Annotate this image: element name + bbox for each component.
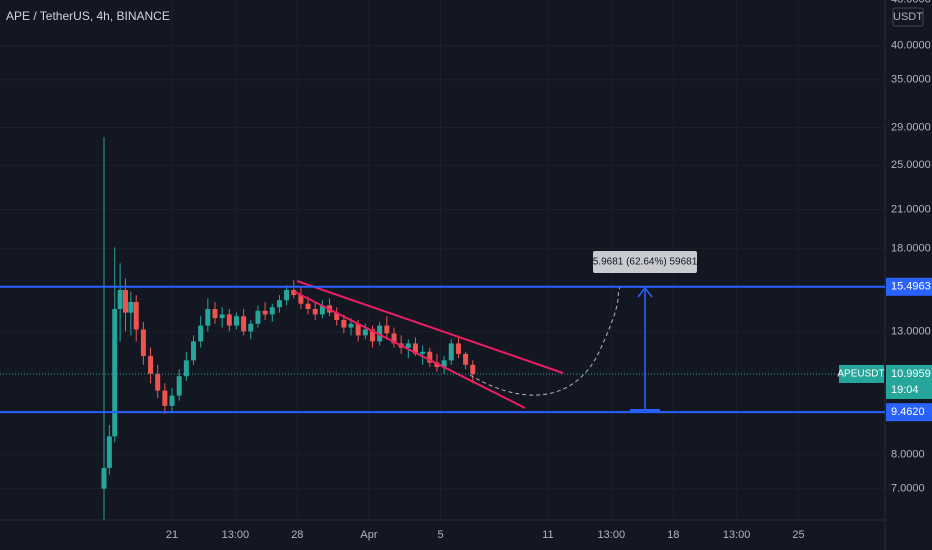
candle-body xyxy=(448,343,454,361)
candle-body xyxy=(384,325,390,334)
x-tick-label: 18 xyxy=(667,529,679,541)
candle-body xyxy=(133,301,139,330)
y-tick-label: 18.0000 xyxy=(891,243,931,255)
level-label-box xyxy=(886,277,932,296)
candle-body xyxy=(441,360,447,368)
candle-body xyxy=(205,308,211,326)
candle-body xyxy=(122,290,128,313)
y-tick-label: 8.0000 xyxy=(891,449,925,461)
candle-body xyxy=(198,325,204,342)
y-tick-label: 35.0000 xyxy=(891,74,931,86)
candle-body xyxy=(276,300,282,308)
y-tick-label: 48.0000 xyxy=(891,0,931,5)
candle-body xyxy=(298,295,304,304)
x-tick-label: 11 xyxy=(542,529,553,541)
candle-body xyxy=(305,303,311,309)
candle-body xyxy=(255,310,261,324)
candle-body xyxy=(183,360,189,377)
candle-body xyxy=(455,343,461,354)
candle-body xyxy=(334,312,340,320)
y-tick-label: 21.0000 xyxy=(891,203,931,215)
candle-body xyxy=(128,301,134,313)
candle-body xyxy=(233,316,239,326)
candle-body xyxy=(241,316,247,332)
candle-body xyxy=(262,310,268,315)
x-tick-label: 21 xyxy=(166,529,178,541)
x-tick-label: 13:00 xyxy=(723,529,751,541)
y-tick-label: 25.0000 xyxy=(891,159,931,171)
candle-body xyxy=(362,329,368,336)
candle-body xyxy=(348,323,354,328)
currency-box xyxy=(892,7,924,27)
y-tick-label: 7.0000 xyxy=(891,483,925,495)
candle-body xyxy=(355,323,361,336)
symbol-box xyxy=(839,364,884,383)
x-tick-label: 28 xyxy=(291,529,303,541)
candle-body xyxy=(117,290,123,309)
y-tick-label: 29.0000 xyxy=(891,121,931,133)
candle-body xyxy=(169,395,175,406)
projection-curve xyxy=(469,286,621,396)
candle-body xyxy=(112,308,118,437)
y-tick-label: 13.0000 xyxy=(891,325,931,337)
measure-label: 5.9681 (62.64%) 59681 xyxy=(593,257,698,268)
measure-arrowhead xyxy=(637,286,653,298)
candle-body xyxy=(248,323,254,332)
x-tick-label: 13:00 xyxy=(598,529,626,541)
x-tick-label: 13:00 xyxy=(222,529,250,541)
candle-body xyxy=(370,329,376,342)
candle-body xyxy=(106,436,112,468)
last-price-label: 10.9959 xyxy=(891,368,931,380)
candle-body xyxy=(463,353,469,365)
candle-body xyxy=(405,343,411,348)
candle-body xyxy=(269,307,275,315)
level-label-box xyxy=(886,403,932,422)
channel-line xyxy=(294,291,526,409)
candle-body xyxy=(427,351,433,363)
candle-body xyxy=(140,329,146,357)
x-tick-label: Apr xyxy=(360,529,377,541)
last-price-box xyxy=(886,364,932,399)
level-label: 15.4963 xyxy=(891,281,931,293)
candle-body xyxy=(412,343,418,354)
candle-body xyxy=(377,325,383,342)
candle-body xyxy=(219,314,225,319)
x-tick-label: 25 xyxy=(792,529,804,541)
candle-body xyxy=(291,290,297,296)
channel-line xyxy=(296,280,564,374)
candle-body xyxy=(155,373,161,391)
currency: USDT xyxy=(893,11,923,23)
candle-body xyxy=(191,341,197,361)
symbol-label: APEUSDT xyxy=(837,369,884,380)
candle-body xyxy=(162,390,168,406)
candle-body xyxy=(470,364,476,374)
candle-body xyxy=(226,314,232,326)
candle-body xyxy=(312,308,318,315)
candle-body xyxy=(420,351,426,354)
candle-body xyxy=(319,305,325,315)
candle-body xyxy=(391,333,397,344)
x-tick-label: 5 xyxy=(437,529,443,541)
chart-title: APE / TetherUS, 4h, BINANCE xyxy=(6,9,170,23)
candle-body xyxy=(284,290,290,301)
countdown-label: 19:04 xyxy=(891,384,919,396)
candle-body xyxy=(176,376,182,396)
level-label: 9.4620 xyxy=(891,406,925,418)
candle-body xyxy=(101,467,107,489)
candle-body xyxy=(434,362,440,368)
candle-body xyxy=(148,356,154,374)
candle-body xyxy=(212,308,218,319)
candle-body xyxy=(341,319,347,328)
y-tick-label: 40.0000 xyxy=(891,40,931,52)
measure-box xyxy=(593,251,697,273)
